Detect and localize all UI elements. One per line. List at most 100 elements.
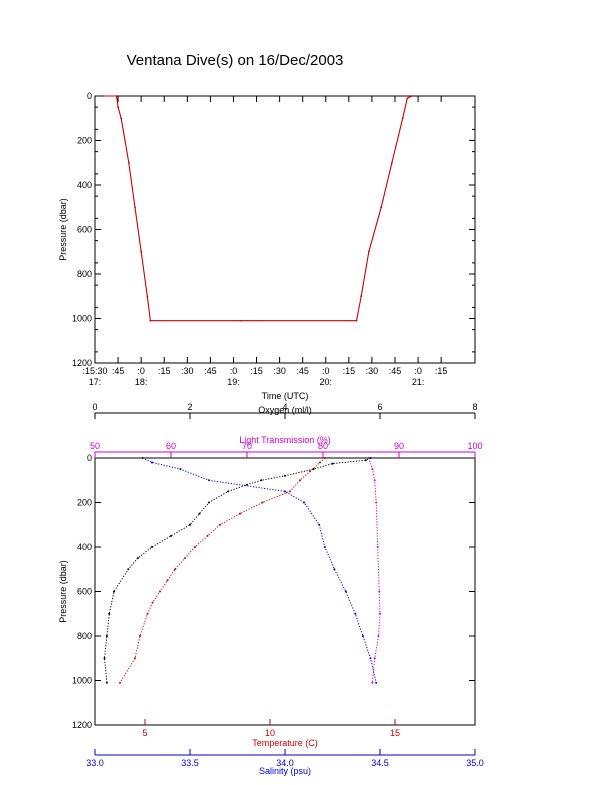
y-tick-label: 400 <box>77 542 92 552</box>
salinity-tick-label: 34.0 <box>276 758 294 768</box>
dive-track-point <box>355 319 358 322</box>
temperature-point <box>166 579 169 582</box>
temperature-point <box>219 523 221 526</box>
light-point <box>371 468 374 471</box>
salinity-point <box>208 479 210 482</box>
x-tick-label: :15 <box>343 366 356 376</box>
y-axis-label: Pressure (dbar) <box>58 198 68 261</box>
dive-track-point <box>146 295 149 298</box>
oxygen-point <box>260 479 263 482</box>
temperature-point <box>139 635 141 637</box>
y-tick-label: 600 <box>77 587 92 597</box>
dive-track-point <box>127 161 130 164</box>
temperature-point <box>299 479 301 482</box>
temperature-point <box>206 534 209 537</box>
oxygen-point <box>136 557 139 560</box>
oxygen-tick-label: 8 <box>472 402 477 412</box>
x-tick-label: :0 <box>322 366 330 376</box>
x-tick-label: :15 <box>250 366 263 376</box>
temperature-point <box>174 568 176 571</box>
temperature-point <box>194 546 196 548</box>
temperature-profile-line <box>119 457 326 683</box>
light-tick-label: 90 <box>394 441 404 451</box>
salinity-tick-label: 33.5 <box>181 758 199 768</box>
dive-track-point <box>411 95 413 97</box>
y-tick-label: 0 <box>87 453 92 463</box>
x-tick-label: :30 <box>273 366 286 376</box>
light-tick-label: 50 <box>90 441 100 451</box>
dive-track-point <box>117 106 119 109</box>
oxygen-point <box>170 534 172 537</box>
light-point <box>379 612 381 615</box>
temperature-point <box>309 470 311 473</box>
light-point <box>377 635 380 637</box>
temperature-tick-label: 5 <box>142 728 147 738</box>
x-tick-label: :45 <box>112 366 125 376</box>
x-tick-major-label: 19: <box>227 377 240 387</box>
x-tick-major-label: 17: <box>89 377 102 387</box>
salinity-point <box>361 635 364 637</box>
temperature-point <box>119 681 121 684</box>
y-axis-label: Pressure (dbar) <box>58 560 68 623</box>
x-tick-label: :45 <box>389 366 402 376</box>
salinity-point <box>303 501 305 504</box>
x-tick-label: :45 <box>204 366 217 376</box>
y-tick-label: 1000 <box>72 314 92 324</box>
salinity-tick-label: 35.0 <box>466 758 484 768</box>
x-tick-label: :0 <box>137 366 145 376</box>
oxygen-point <box>369 457 372 459</box>
x-tick-label: :15:30 <box>82 366 107 376</box>
temperature-axis-label: Temperature (C) <box>252 738 318 748</box>
oxygen-point <box>113 590 115 593</box>
salinity-tick-label: 33.0 <box>86 758 104 768</box>
salinity-profile-line <box>142 457 377 683</box>
light-point <box>367 457 370 459</box>
oxygen-point <box>364 459 367 462</box>
salinity-point <box>141 457 144 459</box>
temperature-tick-label: 15 <box>390 728 400 738</box>
salinity-point <box>179 468 182 471</box>
oxygen-point <box>105 681 108 684</box>
oxygen-point <box>108 612 111 615</box>
light-point <box>373 657 376 660</box>
oxygen-point <box>105 635 108 637</box>
x-tick-major-label: 18: <box>135 377 148 387</box>
x-tick-label: :15 <box>435 366 448 376</box>
dive-track-point <box>401 117 404 120</box>
oxygen-tick-label: 4 <box>282 402 287 412</box>
salinity-point <box>333 568 336 571</box>
oxygen-point <box>198 512 201 515</box>
temperature-point <box>146 612 149 615</box>
dive-track-chart: 020040060080010001200:15:3017::45:018::1… <box>58 91 476 401</box>
dive-track-point <box>120 117 123 120</box>
dive-track-point <box>380 206 383 209</box>
oxygen-tick-label: 6 <box>377 402 382 412</box>
x-tick-major-label: 20: <box>320 377 333 387</box>
dive-track-point <box>240 319 243 322</box>
light-tick-label: 70 <box>242 441 252 451</box>
oxygen-point <box>227 490 229 493</box>
y-tick-label: 0 <box>87 91 92 101</box>
temperature-point <box>151 601 154 604</box>
salinity-point <box>369 657 372 660</box>
salinity-point <box>375 681 378 684</box>
salinity-axis-label: Salinity (psu) <box>259 766 311 776</box>
dive-track-point <box>101 95 104 97</box>
profile-chart: 0 200 400 600 800 1000 1200 Pressure (dbar) 0 2 4 6… <box>58 402 484 776</box>
dive-track-point <box>367 250 370 253</box>
x-tick-label: :30 <box>181 366 194 376</box>
oxygen-axis-label: Oxygen (ml/l) <box>258 405 312 415</box>
temperature-point <box>324 457 326 459</box>
light-tick-label: 100 <box>467 441 482 451</box>
light-tick-label: 80 <box>318 441 328 451</box>
y-tick-label: 400 <box>77 180 92 190</box>
oxygen-point <box>312 468 315 471</box>
salinity-point <box>151 461 153 464</box>
y-tick-label: 800 <box>77 631 92 641</box>
x-axis-label: Time (UTC) <box>262 391 309 401</box>
temperature-tick-label: 10 <box>265 728 275 738</box>
oxygen-point <box>208 501 210 504</box>
y-tick-label: 1200 <box>72 720 92 730</box>
light-point <box>378 590 381 593</box>
